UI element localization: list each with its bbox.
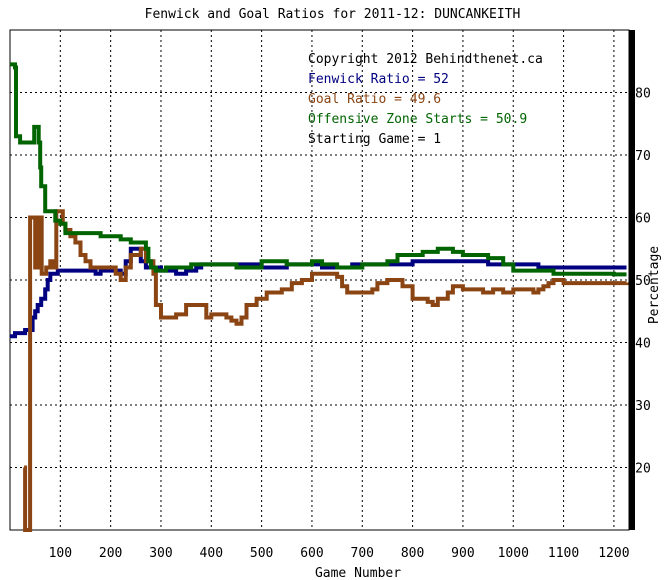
x-tick-label-2: 300: [149, 546, 172, 561]
x-tick-label-5: 600: [300, 546, 323, 561]
annotation-4: Starting Game = 1: [308, 132, 441, 147]
y-tick-label-5: 70: [635, 149, 651, 164]
x-tick-label-1: 200: [99, 546, 122, 561]
y-tick-labels: 20 30 40 50 60 70 80: [635, 87, 651, 477]
x-tick-label-10: 1100: [548, 546, 579, 561]
y-tick-label-0: 20: [635, 462, 651, 477]
x-tick-label-6: 700: [351, 546, 374, 561]
x-axis-label: Game Number: [315, 566, 401, 580]
annotation-1: Fenwick Ratio = 52: [308, 72, 449, 87]
x-tick-label-3: 400: [200, 546, 223, 561]
y-tick-label-6: 80: [635, 87, 651, 102]
series-line-goal-ratio: [23, 209, 629, 532]
y-tick-label-4: 60: [635, 212, 651, 227]
annotation-2: Goal Ratio = 49.6: [308, 92, 441, 107]
x-tick-label-7: 800: [401, 546, 424, 561]
x-tick-label-0: 100: [49, 546, 72, 561]
x-tick-label-9: 1000: [498, 546, 529, 561]
y-tick-label-3: 50: [635, 274, 651, 289]
y-tick-label-2: 40: [635, 337, 651, 352]
series-line-offensive-zone-starts: [10, 62, 627, 277]
x-tick-label-4: 500: [250, 546, 273, 561]
y-axis-label: Percentage: [647, 246, 662, 324]
annotation-3: Offensive Zone Starts = 50.9: [308, 112, 527, 127]
x-tick-labels: 100 200 300 400 500 600 700 800 900 1000 1100 1200: [49, 546, 630, 561]
right-axis-bar: [629, 30, 635, 530]
legend-annotations: Copyright 2012 Behindthenet.ca Fenwick Ra…: [308, 52, 543, 147]
series-lines: [10, 62, 629, 532]
x-tick-label-8: 900: [451, 546, 474, 561]
x-tick-label-11: 1200: [598, 546, 629, 561]
chart-title: Fenwick and Goal Ratios for 2011-12: DUN…: [145, 7, 521, 22]
annotation-0: Copyright 2012 Behindthenet.ca: [308, 52, 543, 67]
y-tick-label-1: 30: [635, 399, 651, 414]
